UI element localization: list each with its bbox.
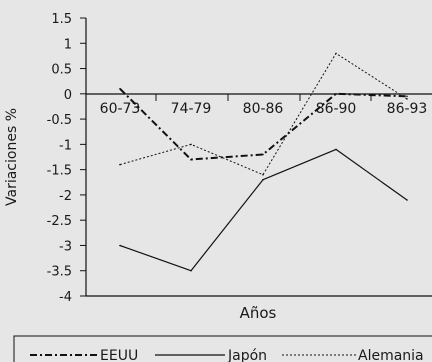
data-point (119, 163, 121, 166)
data-point (190, 158, 192, 161)
y-tick-label: 1 (64, 37, 72, 52)
y-tick-label: -1.5 (47, 164, 72, 179)
y-tick-label: -4 (59, 290, 72, 305)
y-tick-label: -2.5 (47, 214, 72, 229)
legend-box (13, 335, 432, 362)
y-tick-label: 1.5 (51, 12, 72, 27)
legend: EEUU Japón Alemania (30, 348, 424, 362)
data-point (262, 173, 264, 176)
data-point (119, 88, 121, 90)
x-axis-label: Años (240, 304, 277, 322)
data-point (335, 93, 337, 95)
legend-label-japón: Japón (227, 348, 267, 362)
series-line-eeuu (119, 88, 408, 161)
data-point (406, 199, 408, 201)
x-tick-label: 86-90 (316, 101, 357, 117)
x-tick-label: 80-86 (243, 101, 284, 117)
y-tick-label: -3.5 (47, 265, 72, 280)
y-tick-label: -3 (59, 239, 72, 254)
y-axis-label: Variaciones % (4, 108, 20, 206)
data-point (119, 244, 121, 247)
data-point (335, 52, 337, 55)
y-axis-ticks: 1.5 1 0.5 0 -0.5 -1 -1.5 -2 -2.5 -3 -3.5 -4 (47, 12, 86, 305)
y-tick-label: 0.5 (51, 63, 72, 78)
y-tick-label: -0.5 (47, 113, 72, 128)
series-line-alemania (119, 52, 408, 176)
data-point (406, 95, 408, 98)
y-tick-label: -1 (59, 138, 72, 153)
data-point (335, 148, 337, 151)
x-tick-label: 74-79 (171, 101, 212, 117)
data-point (190, 143, 192, 146)
legend-label-alemania: Alemania (358, 348, 424, 362)
data-point (190, 269, 192, 272)
y-tick-label: 0 (64, 88, 72, 103)
y-tick-label: -2 (59, 189, 72, 204)
series-lines (119, 52, 408, 272)
x-axis-ticks: 60-73 74-79 80-86 86-90 86-93 (100, 94, 428, 117)
x-tick-label: 60-73 (100, 101, 141, 117)
data-point (262, 178, 264, 181)
data-point (406, 98, 408, 100)
x-tick-label: 86-93 (387, 101, 428, 117)
data-point (262, 153, 264, 156)
legend-label-eeuu: EEUU (100, 348, 138, 362)
